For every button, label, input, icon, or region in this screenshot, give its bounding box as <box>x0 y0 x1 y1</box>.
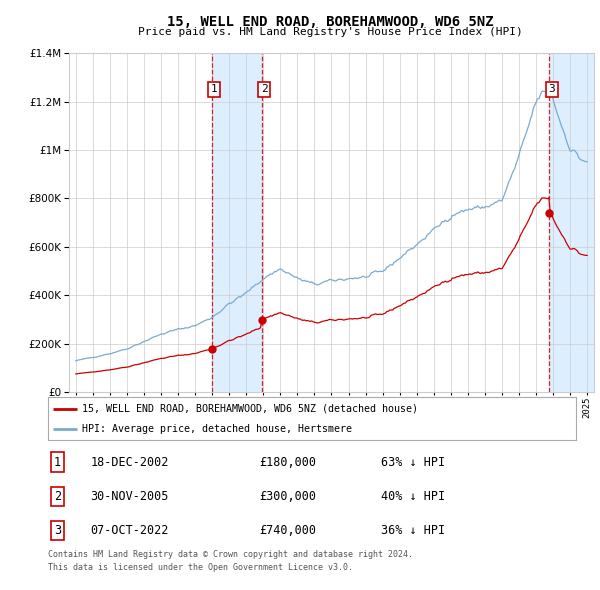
Text: 15, WELL END ROAD, BOREHAMWOOD, WD6 5NZ (detached house): 15, WELL END ROAD, BOREHAMWOOD, WD6 5NZ … <box>82 404 418 414</box>
Text: 3: 3 <box>548 84 555 94</box>
Text: Contains HM Land Registry data © Crown copyright and database right 2024.: Contains HM Land Registry data © Crown c… <box>48 550 413 559</box>
Text: Price paid vs. HM Land Registry's House Price Index (HPI): Price paid vs. HM Land Registry's House … <box>137 27 523 37</box>
Text: £300,000: £300,000 <box>259 490 316 503</box>
Text: £180,000: £180,000 <box>259 455 316 469</box>
Text: 2: 2 <box>261 84 268 94</box>
Text: 40% ↓ HPI: 40% ↓ HPI <box>380 490 445 503</box>
Bar <box>549 53 596 392</box>
Text: 2: 2 <box>54 490 61 503</box>
Text: 07-OCT-2022: 07-OCT-2022 <box>90 524 169 537</box>
Bar <box>212 53 262 392</box>
Text: 15, WELL END ROAD, BOREHAMWOOD, WD6 5NZ: 15, WELL END ROAD, BOREHAMWOOD, WD6 5NZ <box>167 15 493 29</box>
Text: This data is licensed under the Open Government Licence v3.0.: This data is licensed under the Open Gov… <box>48 563 353 572</box>
Text: 36% ↓ HPI: 36% ↓ HPI <box>380 524 445 537</box>
Text: 63% ↓ HPI: 63% ↓ HPI <box>380 455 445 469</box>
Text: 30-NOV-2005: 30-NOV-2005 <box>90 490 169 503</box>
Text: 1: 1 <box>211 84 217 94</box>
Text: 1: 1 <box>54 455 61 469</box>
Text: HPI: Average price, detached house, Hertsmere: HPI: Average price, detached house, Hert… <box>82 424 352 434</box>
Text: £740,000: £740,000 <box>259 524 316 537</box>
Text: 18-DEC-2002: 18-DEC-2002 <box>90 455 169 469</box>
Text: 3: 3 <box>54 524 61 537</box>
